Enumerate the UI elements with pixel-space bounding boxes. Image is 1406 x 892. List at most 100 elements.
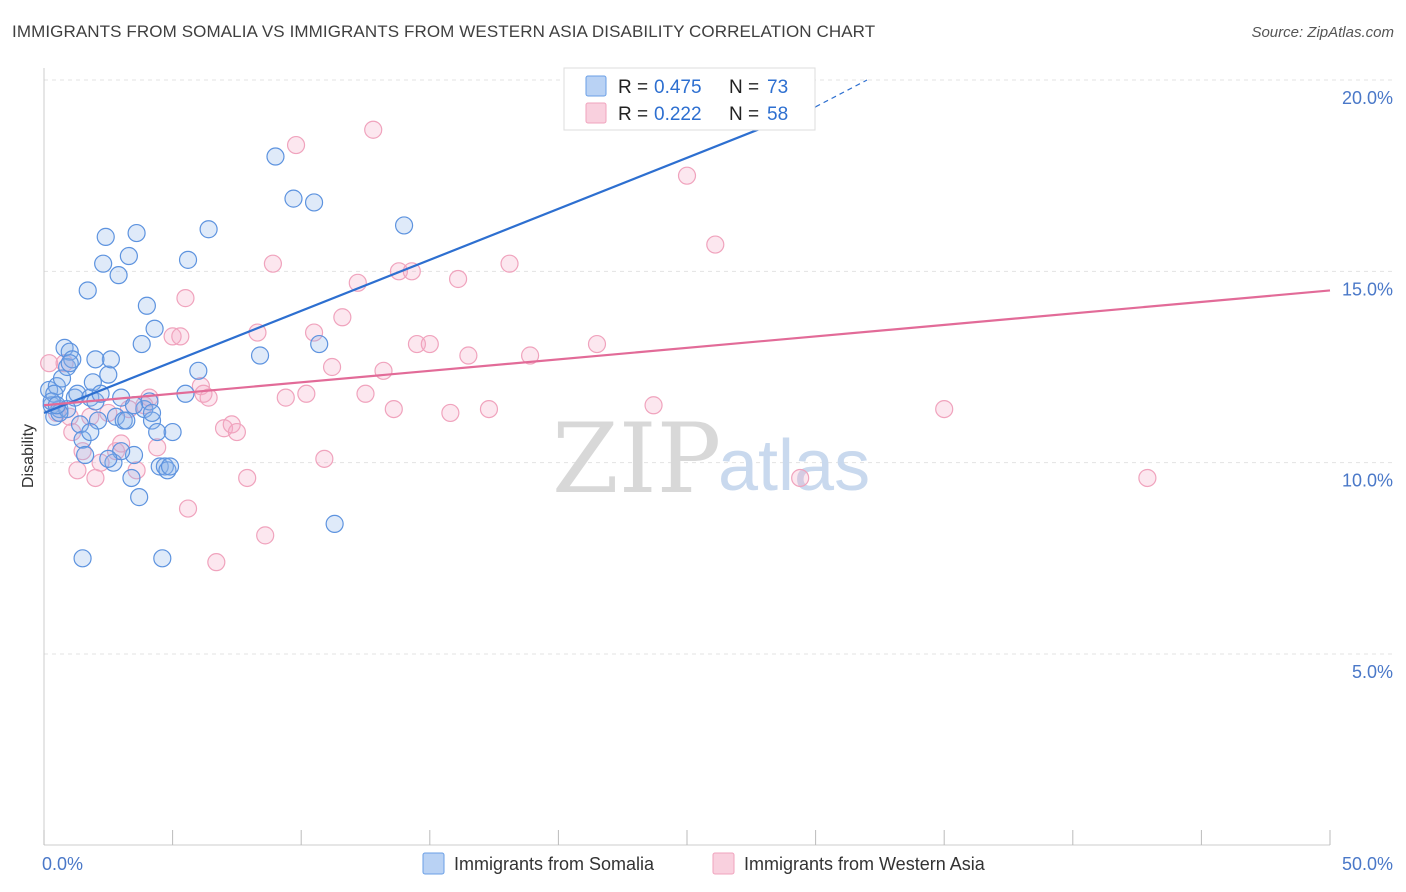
somalia-point bbox=[99, 365, 118, 384]
somalia-point bbox=[52, 369, 72, 388]
somalia-point bbox=[127, 223, 146, 243]
somalia-point bbox=[60, 354, 79, 373]
somalia-point bbox=[130, 488, 149, 507]
somalia-point bbox=[199, 220, 218, 239]
western-asia-point bbox=[297, 384, 316, 403]
somalia-point bbox=[76, 445, 95, 465]
western-asia-point bbox=[176, 289, 195, 308]
somalia-point bbox=[86, 350, 105, 369]
grid-lines bbox=[44, 79, 1393, 655]
western-asia-point bbox=[148, 438, 167, 457]
x-tick-label-min: 0.0% bbox=[42, 854, 83, 874]
somalia-point bbox=[310, 334, 329, 354]
stats-n-label-western-asia: N = bbox=[729, 104, 759, 125]
somalia-point bbox=[99, 449, 118, 468]
stats-n-value-somalia: 73 bbox=[767, 77, 788, 98]
watermark: ZIP atlas bbox=[552, 403, 870, 515]
western-asia-trend-line bbox=[43, 289, 1331, 407]
somalia-points bbox=[40, 147, 414, 568]
western-asia-point bbox=[587, 334, 607, 354]
somalia-point bbox=[148, 422, 167, 442]
western-asia-point bbox=[500, 254, 519, 273]
western-asia-point bbox=[227, 422, 246, 442]
western-asia-point bbox=[163, 327, 182, 346]
somalia-point bbox=[284, 189, 303, 208]
somalia-point bbox=[124, 396, 144, 415]
stats-n-value-western-asia: 58 bbox=[767, 104, 788, 125]
somalia-point bbox=[94, 254, 113, 273]
stats-n-label-somalia: N = bbox=[729, 77, 759, 98]
western-asia-point bbox=[333, 308, 352, 327]
somalia-point bbox=[70, 415, 90, 434]
somalia-point bbox=[266, 147, 285, 166]
western-asia-point bbox=[441, 403, 460, 423]
western-asia-point bbox=[459, 346, 478, 365]
y-tick-label: 20.0% bbox=[1342, 88, 1393, 108]
y-axis-tick-labels: 5.0% 10.0% 15.0% 20.0% bbox=[1342, 88, 1393, 682]
western-asia-point bbox=[677, 166, 697, 185]
western-asia-point bbox=[171, 327, 190, 346]
western-asia-point bbox=[706, 235, 725, 254]
somalia-point bbox=[153, 549, 172, 568]
western-asia-point bbox=[384, 399, 403, 419]
y-tick-label: 15.0% bbox=[1342, 279, 1393, 299]
legend-label-western-asia: Immigrants from Western Asia bbox=[744, 854, 986, 874]
western-asia-points bbox=[40, 120, 1157, 572]
x-axis-ticks bbox=[43, 830, 1331, 845]
x-tick-label-max: 50.0% bbox=[1342, 854, 1393, 874]
watermark-atlas: atlas bbox=[718, 426, 870, 506]
somalia-point bbox=[189, 361, 208, 380]
watermark-zip: ZIP bbox=[552, 403, 721, 515]
x-axis-tick-labels: 0.0% 50.0% bbox=[42, 854, 1393, 874]
stats-r-label-western-asia: R = bbox=[618, 104, 648, 125]
western-asia-point bbox=[40, 354, 59, 373]
western-asia-point bbox=[207, 553, 226, 572]
somalia-point bbox=[81, 422, 100, 442]
source-label: Source: ZipAtlas.com bbox=[1251, 24, 1394, 41]
somalia-point bbox=[145, 319, 164, 338]
somalia-point bbox=[109, 266, 128, 285]
western-asia-point bbox=[521, 346, 540, 365]
western-asia-point bbox=[935, 399, 954, 419]
western-asia-point bbox=[199, 388, 218, 407]
somalia-point bbox=[142, 403, 162, 423]
stats-swatch-western-asia bbox=[585, 102, 607, 124]
western-asia-point bbox=[407, 334, 427, 354]
somalia-point bbox=[73, 549, 92, 568]
somalia-point bbox=[132, 334, 151, 354]
western-asia-point bbox=[315, 449, 334, 468]
somalia-trend-line bbox=[43, 105, 817, 414]
western-asia-point bbox=[304, 323, 324, 342]
y-axis-label: Disability bbox=[20, 424, 37, 488]
somalia-point bbox=[142, 411, 162, 430]
western-asia-point bbox=[356, 384, 375, 403]
stats-r-value-somalia: 0.475 bbox=[654, 77, 702, 98]
somalia-point bbox=[78, 281, 97, 300]
somalia-point bbox=[178, 250, 198, 269]
legend-swatch-western-asia bbox=[712, 852, 735, 875]
western-asia-point bbox=[178, 499, 198, 518]
somalia-point bbox=[304, 193, 324, 212]
somalia-point bbox=[122, 468, 141, 488]
western-asia-point bbox=[448, 269, 468, 289]
western-asia-point bbox=[1138, 468, 1157, 488]
western-asia-point bbox=[256, 526, 275, 545]
western-asia-point bbox=[791, 468, 810, 488]
somalia-point bbox=[394, 216, 414, 235]
somalia-point bbox=[96, 227, 115, 246]
western-asia-point bbox=[364, 120, 383, 139]
y-tick-label: 5.0% bbox=[1352, 662, 1393, 682]
somalia-point bbox=[101, 350, 120, 369]
western-asia-point bbox=[479, 399, 499, 419]
somalia-point bbox=[160, 457, 180, 476]
western-asia-point bbox=[276, 388, 295, 407]
stats-r-label-somalia: R = bbox=[618, 77, 648, 98]
stats-r-value-western-asia: 0.222 bbox=[654, 104, 702, 125]
stats-legend-box: R = 0.475 N = 73 R = 0.222 N = 58 bbox=[563, 67, 816, 131]
somalia-point bbox=[250, 346, 270, 365]
western-asia-point bbox=[420, 334, 439, 354]
western-asia-point bbox=[263, 254, 283, 273]
chart-title: IMMIGRANTS FROM SOMALIA VS IMMIGRANTS FR… bbox=[12, 22, 876, 41]
trend-lines bbox=[43, 79, 1331, 414]
